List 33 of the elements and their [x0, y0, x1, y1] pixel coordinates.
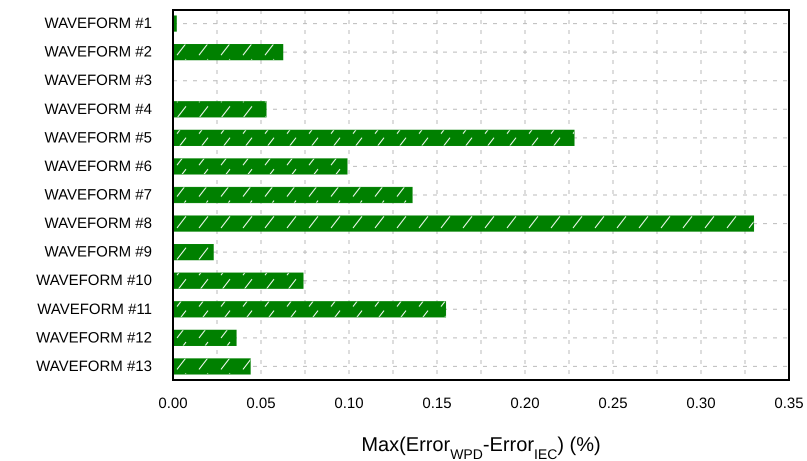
bar — [172, 186, 413, 204]
x-tick-label: 0.05 — [246, 395, 276, 412]
bar — [172, 301, 446, 318]
y-tick-label: WAVEFORM #9 — [44, 244, 152, 261]
y-tick-label: WAVEFORM #4 — [44, 100, 152, 118]
bar — [172, 358, 251, 375]
x-tick-label: 0.30 — [686, 395, 716, 412]
x-tick-label: 0.15 — [422, 395, 452, 412]
bar — [172, 330, 237, 346]
bar — [172, 44, 284, 60]
bar — [172, 101, 267, 118]
x-tick-label: 0.00 — [158, 395, 188, 412]
y-tick-label: WAVEFORM #6 — [44, 158, 152, 175]
y-tick-label: WAVEFORM #13 — [36, 358, 152, 375]
bar — [172, 215, 754, 232]
y-tick-label: WAVEFORM #3 — [44, 72, 152, 90]
y-tick-label: WAVEFORM #8 — [44, 215, 152, 232]
bar — [172, 130, 575, 146]
x-tick-label: 0.10 — [334, 395, 364, 412]
y-tick-label: WAVEFORM #12 — [36, 329, 152, 346]
y-tick-label: WAVEFORM #2 — [44, 44, 152, 61]
y-tick-label: WAVEFORM #1 — [44, 15, 152, 32]
y-tick-label: WAVEFORM #5 — [44, 129, 152, 146]
bar — [172, 244, 214, 260]
x-tick-label: 0.25 — [598, 395, 628, 412]
y-tick-label: WAVEFORM #7 — [44, 186, 152, 204]
y-tick-label: WAVEFORM #11 — [37, 300, 152, 318]
x-axis-title: Max(Error$_{WPD}$-Error$_{IEC}$) (%) — [361, 434, 601, 461]
x-tick-label: 0.20 — [510, 395, 540, 412]
bar — [172, 158, 348, 175]
x-tick-label: 0.35 — [774, 395, 804, 412]
y-tick-label: WAVEFORM #10 — [36, 272, 152, 290]
bar — [172, 272, 304, 289]
